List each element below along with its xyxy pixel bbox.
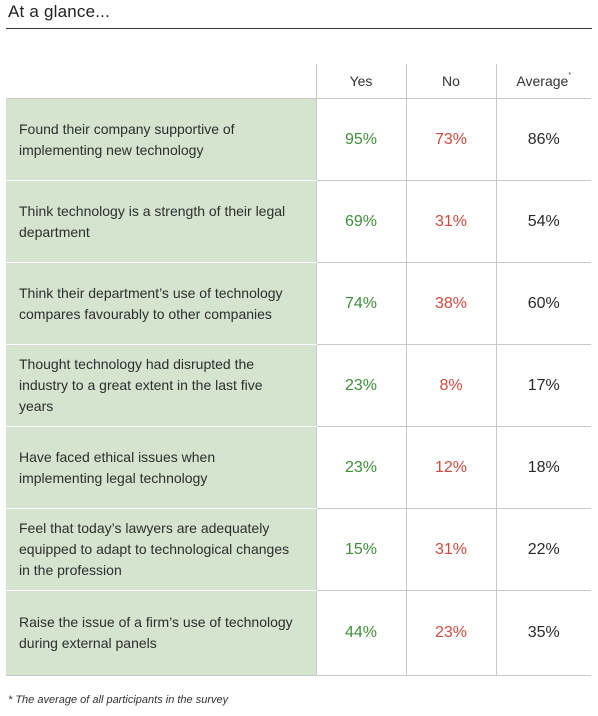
row-label: Thought technology had disrupted the ind… xyxy=(6,344,316,427)
row-yes-value: 74% xyxy=(315,262,406,345)
table-row: Raise the issue of a firm’s use of techn… xyxy=(6,590,591,676)
row-yes-value: 23% xyxy=(315,426,406,509)
row-label: Think technology is a strength of their … xyxy=(6,180,316,263)
title-divider xyxy=(6,28,592,29)
row-no-value: 23% xyxy=(405,590,496,676)
row-average-value: 86% xyxy=(495,98,591,181)
row-average-value: 54% xyxy=(495,180,591,263)
table-row: Have faced ethical issues when implement… xyxy=(6,426,591,509)
header-no: No xyxy=(405,64,496,99)
header-average: Average* xyxy=(495,64,591,99)
row-yes-value: 95% xyxy=(315,98,406,181)
row-no-value: 73% xyxy=(405,98,496,181)
table-row: Think their department’s use of technolo… xyxy=(6,262,591,345)
row-no-value: 38% xyxy=(405,262,496,345)
table-row: Thought technology had disrupted the ind… xyxy=(6,344,591,427)
row-label: Raise the issue of a firm’s use of techn… xyxy=(6,590,316,676)
row-yes-value: 69% xyxy=(315,180,406,263)
page-title: At a glance... xyxy=(8,2,111,21)
row-average-value: 35% xyxy=(495,590,591,676)
table-row: Feel that today’s lawyers are adequately… xyxy=(6,508,591,591)
survey-table: Yes No Average* Found their company supp… xyxy=(6,64,591,676)
row-no-value: 8% xyxy=(405,344,496,427)
table-row: Think technology is a strength of their … xyxy=(6,180,591,263)
header-average-marker: * xyxy=(568,72,572,79)
header-row: Yes No Average* xyxy=(6,64,591,99)
row-no-value: 12% xyxy=(405,426,496,509)
row-yes-value: 23% xyxy=(315,344,406,427)
row-yes-value: 15% xyxy=(315,508,406,591)
row-yes-value: 44% xyxy=(315,590,406,676)
table-row: Found their company supportive of implem… xyxy=(6,98,591,181)
row-average-value: 22% xyxy=(495,508,591,591)
row-no-value: 31% xyxy=(405,180,496,263)
header-average-label: Average xyxy=(516,73,569,89)
row-label: Have faced ethical issues when implement… xyxy=(6,426,316,509)
row-average-value: 17% xyxy=(495,344,591,427)
row-label: Feel that today’s lawyers are adequately… xyxy=(6,508,316,591)
row-average-value: 18% xyxy=(495,426,591,509)
header-blank-cell xyxy=(6,64,316,99)
footnote: * The average of all participants in the… xyxy=(8,694,229,706)
row-average-value: 60% xyxy=(495,262,591,345)
row-label: Found their company supportive of implem… xyxy=(6,98,316,181)
row-no-value: 31% xyxy=(405,508,496,591)
row-label: Think their department’s use of technolo… xyxy=(6,262,316,345)
header-yes: Yes xyxy=(315,64,406,99)
